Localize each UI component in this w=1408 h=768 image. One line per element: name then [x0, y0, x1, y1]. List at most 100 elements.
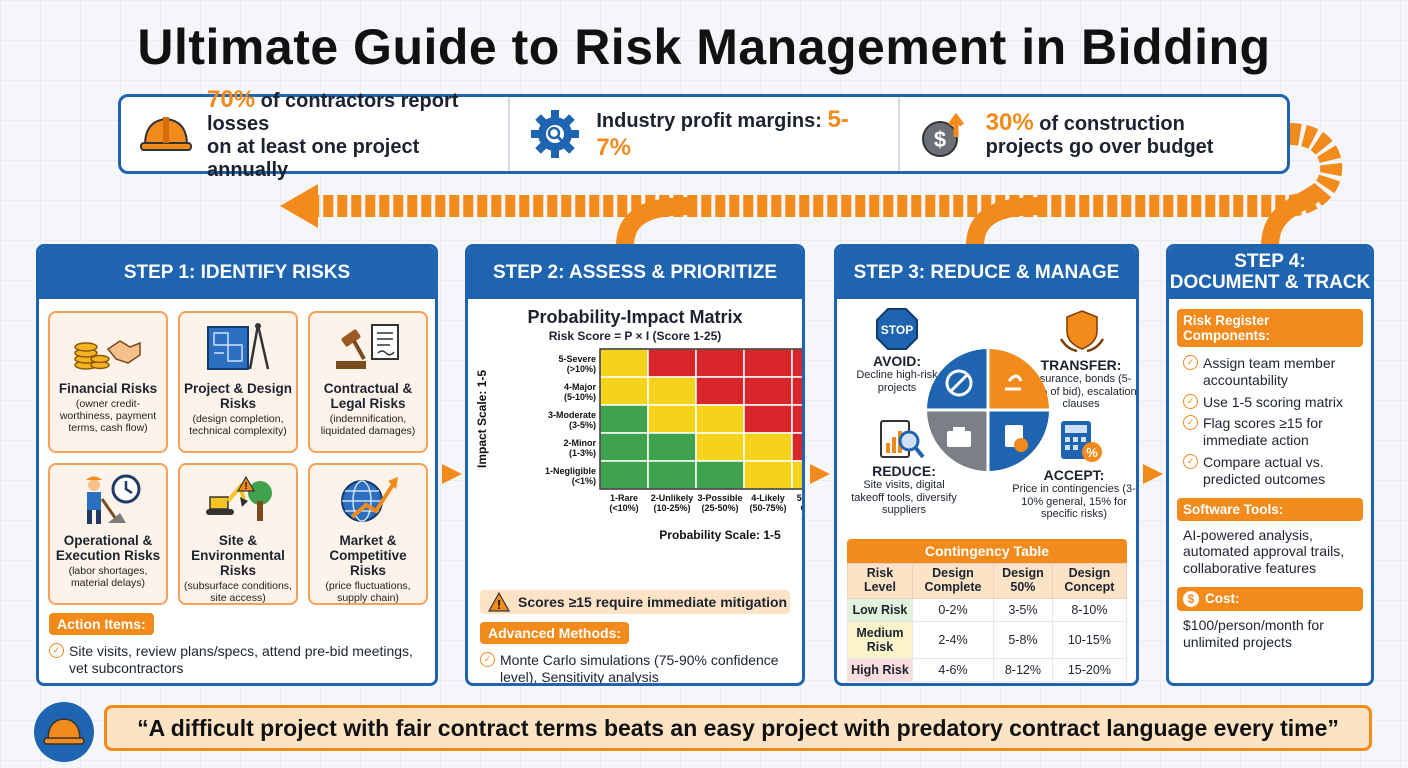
table-cell: 8-12%: [993, 657, 1053, 682]
risk-level-cell: Medium Risk: [847, 620, 913, 659]
y-tick-label: 3-Moderate: [548, 410, 596, 420]
register-item: Compare actual vs. predicted outcomes: [1183, 453, 1363, 488]
matrix-subtitle: Risk Score = P × I (Score 1-25): [548, 329, 722, 343]
x-tick-label: (25-50%): [701, 503, 738, 513]
cost-label-text: Cost:: [1205, 590, 1240, 606]
matrix-cell: [695, 404, 745, 434]
advanced-methods-list: Monte Carlo simulations (75-90% confiden…: [480, 652, 790, 683]
card-title-part: Site &: [218, 533, 258, 548]
matrix-cell: [647, 460, 697, 490]
svg-text:!: !: [497, 597, 501, 612]
y-tick-label: (1-3%): [569, 448, 596, 458]
step-arrow-icon: [442, 464, 462, 484]
matrix-cell: [647, 404, 697, 434]
risk-card-contractual: Contractual & Legal Risks (indemnificati…: [308, 311, 428, 453]
action-items-list: Site visits, review plans/specs, attend …: [49, 643, 425, 677]
matrix-cell: [791, 404, 802, 434]
risk-register-list: Assign team member accountability Use 1-…: [1177, 355, 1363, 488]
software-tools-text: AI-powered analysis, automated approval …: [1183, 526, 1345, 577]
table-row: Medium Risk 2-4% 5-8% 10-15%: [847, 620, 1128, 659]
step4-panel: STEP 4: DOCUMENT & TRACK Risk Register Co…: [1166, 244, 1374, 686]
matrix-cell: [791, 348, 802, 378]
strategy-wheel-area: STOP AVOID: Decline high-risk projects T…: [837, 299, 1136, 539]
card-sub: (subsurface conditions, site access): [184, 579, 292, 604]
advanced-methods-label: Advanced Methods:: [480, 622, 630, 644]
probability-impact-matrix: 5-Severe(>10%) 4-Major(5-10%) 3-Moderate(3…: [475, 348, 802, 542]
matrix-cell: [599, 376, 649, 406]
cost-text: $100/person/month for unlimited projects: [1183, 616, 1324, 650]
software-tools-label: Software Tools:: [1177, 497, 1363, 521]
step2-title: STEP 2: ASSESS & PRIORITIZE: [468, 247, 802, 299]
stop-sign-icon: STOP: [876, 308, 918, 350]
table-cell: 4-6%: [911, 657, 995, 682]
quote-badge: [34, 702, 94, 762]
matrix-cell: [743, 376, 793, 406]
x-axis-label: Probability Scale: 1-5: [659, 528, 781, 542]
table-header: Design Concept: [1051, 563, 1128, 599]
x-tick-label: 3-Possible: [697, 493, 742, 503]
svg-text:$: $: [934, 127, 946, 152]
x-tick-label: 1-Rare: [610, 493, 638, 503]
step4-title: STEP 4: DOCUMENT & TRACK: [1169, 247, 1371, 299]
card-title: Financial Risks: [58, 381, 158, 396]
card-sub: (labor shortages, material delays): [68, 564, 148, 589]
matrix-cell: [791, 460, 802, 490]
risk-level-cell: High Risk: [847, 657, 913, 682]
matrix-cell: [695, 460, 745, 490]
matrix-frame: [599, 348, 802, 490]
x-tick-label: (50-75%): [749, 503, 786, 513]
risk-level-cell: Low Risk: [847, 597, 913, 622]
risk-register-label: Risk Register Components:: [1177, 309, 1363, 347]
cost-label: $ Cost:: [1177, 586, 1363, 611]
stat-margins: Industry profit margins: 5-7%: [508, 97, 897, 171]
table-cell: 2-4%: [911, 620, 995, 659]
svg-text:!: !: [244, 481, 247, 492]
mitigation-warning: ! Scores ≥15 require immediate mitigatio…: [480, 590, 790, 614]
matrix-cell: [647, 348, 697, 378]
risk-card-operational: Operational & Execution Risks (labor sho…: [48, 463, 168, 605]
contingency-table-title: Contingency Table: [847, 539, 1127, 563]
stat-text: projects go over budget: [985, 136, 1214, 159]
risk-card-market: Market & Competitive Risks (price fluctu…: [308, 463, 428, 605]
card-title: Project & Design Risks: [183, 381, 293, 411]
y-tick-label: (5-10%): [564, 392, 596, 402]
y-tick-label: 2-Minor: [564, 438, 597, 448]
step4-title-line: STEP 4:: [1234, 251, 1306, 273]
stat-text: of construction: [1033, 112, 1185, 135]
x-tick-label: (<10%): [609, 503, 638, 513]
y-tick-label: 1-Negligible: [545, 466, 596, 476]
action-items-label: Action Items:: [49, 613, 154, 635]
y-tick-label: 5-Severe: [558, 354, 596, 364]
x-tick-label: 4-Likely: [751, 493, 785, 503]
risk-card-project: Project & Design Risks (design completio…: [178, 311, 298, 453]
avoid-label: AVOID:: [873, 353, 921, 369]
x-tick-label: (>75%): [801, 513, 802, 523]
card-title: Market & Competitive Risks: [329, 533, 407, 578]
excavator-tree-icon: !: [206, 475, 272, 521]
coins-handshake-icon: [74, 340, 141, 370]
page-title: Ultimate Guide to Risk Management in Bid…: [137, 19, 1271, 75]
step1-panel: STEP 1: IDENTIFY RISKS Financial Risks (…: [36, 244, 438, 686]
card-title-part: Risks: [219, 562, 257, 578]
matrix-cell: [743, 460, 793, 490]
tablet-magnifier-icon: [880, 420, 925, 459]
table-cell: 15-20%: [1051, 657, 1128, 682]
table-row: Low Risk 0-2% 3-5% 8-10%: [847, 597, 1128, 622]
matrix-cell: [599, 404, 649, 434]
matrix-cell: [695, 348, 745, 378]
card-title: Contractual & Legal Risks: [323, 381, 413, 411]
money-bag-up-arrow-icon: $: [921, 112, 964, 157]
accept-text: Price in contingencies (3-10% general, 1…: [1012, 483, 1136, 521]
card-title-part: Environmental: [191, 547, 285, 563]
stat-value: 70%: [207, 85, 256, 113]
matrix-cell: [599, 432, 649, 462]
table-header: Design Complete: [911, 563, 995, 599]
table-cell: 0-2%: [911, 597, 995, 622]
step-arrow-icon: [1143, 464, 1163, 484]
x-tick-label: 2-Unlikely: [651, 493, 694, 503]
stat-value: 5-7%: [596, 106, 849, 161]
table-header: Risk Level: [847, 563, 913, 599]
register-item: Flag scores ≥15 for immediate action: [1183, 415, 1363, 449]
hard-hat-icon: [140, 117, 192, 151]
